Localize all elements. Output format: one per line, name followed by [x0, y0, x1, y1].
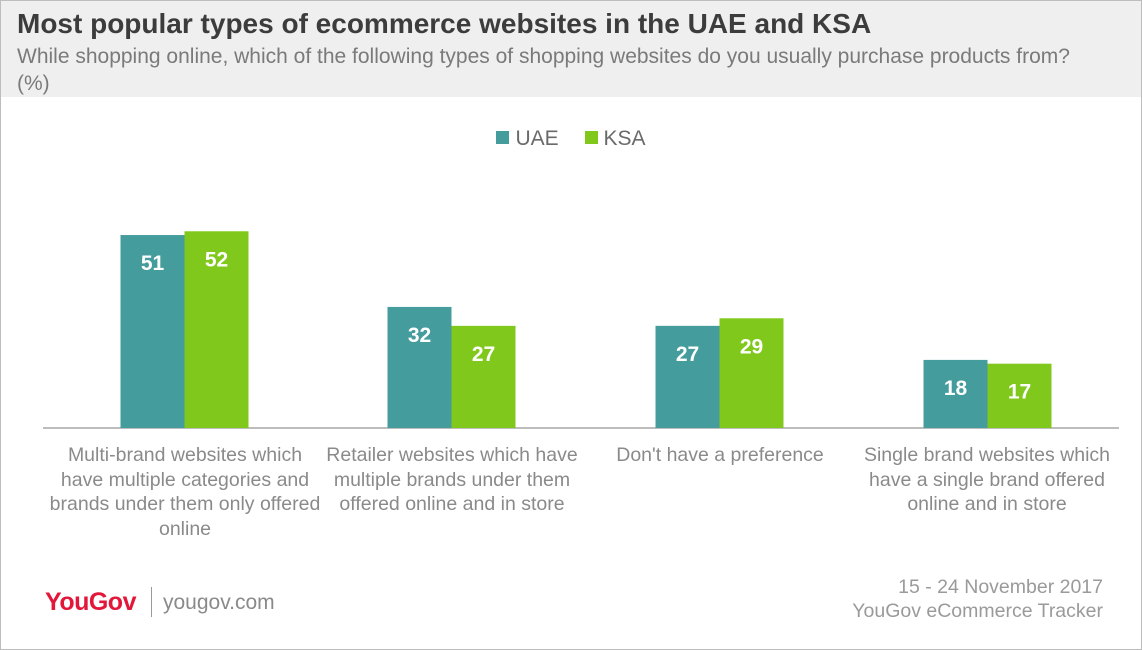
category-label-retailer: Retailer websites which have multiple br… — [326, 444, 578, 515]
category-label-multi-brand: Multi-brand websites which have multiple… — [49, 444, 321, 540]
date-range: 15 - 24 November 2017 — [898, 576, 1103, 598]
data-label-uae-single-brand: 18 — [944, 377, 968, 400]
chart-subtitle: While shopping online, which of the foll… — [17, 45, 1070, 95]
legend-item-uae: UAE — [496, 127, 559, 151]
data-label-ksa-no-preference: 29 — [740, 335, 763, 358]
source-name: YouGov eCommerce Tracker — [852, 600, 1103, 622]
legend-item-ksa: KSA — [584, 127, 646, 151]
data-label-ksa-retailer: 27 — [472, 343, 495, 366]
legend-label-uae: UAE — [515, 127, 559, 151]
bar-ksa-retailer — [451, 325, 516, 428]
chart-title: Most popular types of ecommerce websites… — [17, 8, 872, 39]
category-label-single-brand: Single brand websites which have a singl… — [863, 444, 1111, 515]
bar-uae-retailer — [387, 306, 452, 428]
data-label-uae-multi-brand: 51 — [141, 252, 165, 275]
data-label-ksa-multi-brand: 52 — [205, 248, 228, 271]
bar-uae-no-preference — [655, 325, 720, 428]
data-label-uae-no-preference: 27 — [676, 343, 699, 366]
category-label-no-preference: Don't have a preference — [616, 444, 824, 466]
site-url: yougov.com — [163, 591, 275, 614]
data-label-uae-retailer: 32 — [408, 324, 431, 347]
yougov-logo: YouGov — [45, 588, 136, 616]
legend-swatch-ksa — [584, 131, 598, 145]
legend-swatch-uae — [496, 131, 510, 145]
header-band: Most popular types of ecommerce websites… — [1, 1, 1141, 97]
bar-ksa-multi-brand — [184, 231, 249, 428]
data-label-ksa-single-brand: 17 — [1008, 381, 1031, 404]
legend-label-ksa: KSA — [603, 127, 646, 151]
bar-uae-single-brand — [923, 359, 988, 428]
chart-legend: UAE KSA — [1, 127, 1141, 151]
bar-uae-multi-brand — [120, 235, 185, 428]
footer-source-block: 15 - 24 November 2017 YouGov eCommerce T… — [852, 575, 1103, 623]
bar-ksa-no-preference — [719, 318, 784, 428]
logo-separator — [151, 587, 152, 617]
bar-ksa-single-brand — [987, 363, 1052, 428]
